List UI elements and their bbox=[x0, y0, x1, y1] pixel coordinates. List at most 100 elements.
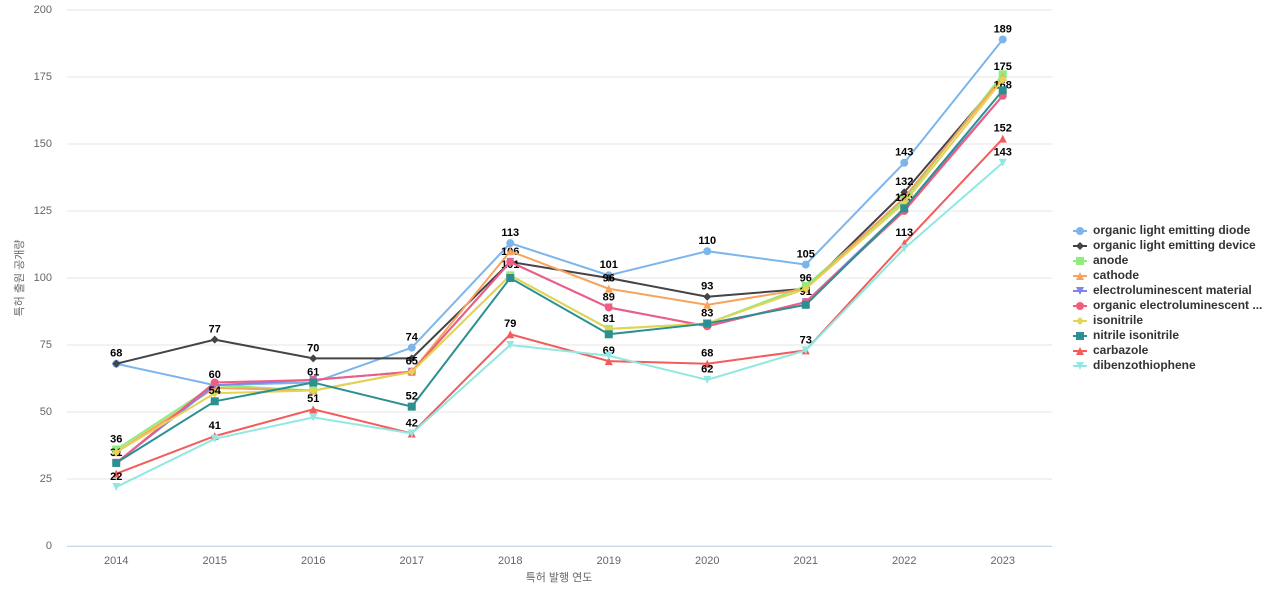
value-label: 73 bbox=[800, 334, 812, 346]
value-label: 175 bbox=[994, 61, 1012, 73]
value-label: 126 bbox=[895, 192, 913, 204]
series-line bbox=[115, 76, 1004, 454]
marker bbox=[407, 429, 416, 438]
value-label: 61 bbox=[307, 366, 319, 378]
series-line bbox=[116, 76, 1004, 365]
marker bbox=[703, 247, 712, 256]
marker bbox=[998, 158, 1007, 167]
marker bbox=[506, 239, 515, 248]
x-tick-label: 2016 bbox=[301, 555, 325, 567]
marker bbox=[112, 469, 121, 478]
marker bbox=[900, 244, 909, 253]
marker bbox=[210, 378, 219, 387]
marker bbox=[112, 359, 121, 368]
y-tick-label: 75 bbox=[40, 339, 52, 351]
value-label: 22 bbox=[110, 471, 122, 483]
value-label: 41 bbox=[209, 420, 221, 432]
marker bbox=[998, 35, 1007, 44]
y-tick-label: 200 bbox=[34, 4, 52, 16]
marker bbox=[604, 284, 613, 293]
marker bbox=[801, 346, 810, 355]
value-label: 132 bbox=[895, 176, 913, 188]
marker bbox=[1076, 362, 1084, 370]
legend-label[interactable]: organic light emitting diode bbox=[1093, 223, 1251, 237]
y-tick-label: 175 bbox=[34, 71, 52, 83]
y-tick-label: 25 bbox=[40, 473, 52, 485]
value-label: 42 bbox=[406, 417, 418, 429]
y-tick-label: 100 bbox=[34, 272, 52, 284]
series-line bbox=[115, 162, 1004, 488]
y-tick-label: 50 bbox=[40, 406, 52, 418]
marker bbox=[801, 284, 810, 293]
marker bbox=[604, 351, 613, 360]
marker bbox=[703, 359, 712, 368]
marker bbox=[407, 367, 416, 376]
x-tick-label: 2023 bbox=[991, 555, 1015, 567]
legend-label[interactable]: carbazole bbox=[1093, 343, 1149, 357]
marker bbox=[506, 341, 515, 349]
legend-label[interactable]: electroluminescent material bbox=[1093, 283, 1252, 297]
x-tick-label: 2015 bbox=[203, 555, 227, 567]
marker bbox=[309, 405, 318, 414]
marker bbox=[1076, 272, 1084, 280]
value-label: 83 bbox=[701, 307, 713, 319]
marker bbox=[407, 343, 416, 352]
marker bbox=[112, 448, 121, 457]
legend-label[interactable]: organic light emitting device bbox=[1093, 238, 1256, 252]
x-tick-label: 2021 bbox=[794, 555, 818, 567]
value-label: 74 bbox=[406, 332, 419, 344]
marker bbox=[1076, 227, 1084, 235]
legend-label[interactable]: cathode bbox=[1093, 268, 1139, 282]
marker bbox=[703, 292, 712, 301]
value-label: 70 bbox=[307, 342, 319, 354]
y-tick-label: 125 bbox=[34, 205, 52, 217]
legend-label[interactable]: anode bbox=[1093, 253, 1129, 267]
value-label: 68 bbox=[701, 348, 713, 360]
value-label: 96 bbox=[603, 273, 615, 285]
marker bbox=[210, 397, 219, 406]
legend-label[interactable]: nitrile isonitrile bbox=[1093, 328, 1179, 342]
value-label: 113 bbox=[895, 227, 913, 239]
value-label: 105 bbox=[797, 249, 815, 261]
value-label: 51 bbox=[307, 393, 319, 405]
value-label: 65 bbox=[406, 356, 418, 368]
marker bbox=[1076, 242, 1084, 250]
value-label: 143 bbox=[994, 147, 1012, 159]
marker bbox=[1076, 302, 1084, 310]
series-line bbox=[115, 89, 1004, 464]
y-tick-label: 0 bbox=[46, 540, 52, 552]
legend-label[interactable]: organic electroluminescent ... bbox=[1093, 298, 1262, 312]
legend-label[interactable]: dibenzothiophene bbox=[1093, 358, 1196, 372]
value-label: 189 bbox=[994, 23, 1012, 35]
marker bbox=[801, 260, 810, 269]
marker bbox=[506, 257, 515, 266]
marker bbox=[210, 389, 219, 398]
x-axis-title: 특허 발행 연도 bbox=[526, 571, 593, 584]
value-label: 52 bbox=[406, 391, 418, 403]
marker bbox=[998, 134, 1007, 143]
marker bbox=[1076, 317, 1084, 325]
series-line bbox=[115, 137, 1004, 475]
series-line bbox=[116, 38, 1004, 387]
value-label: 77 bbox=[209, 324, 221, 336]
marker bbox=[112, 483, 121, 492]
value-label: 81 bbox=[603, 313, 615, 325]
marker bbox=[604, 330, 613, 339]
value-label: 96 bbox=[800, 273, 812, 285]
value-label: 113 bbox=[501, 227, 519, 239]
value-label: 93 bbox=[701, 281, 713, 293]
marker bbox=[506, 247, 515, 256]
value-label: 68 bbox=[110, 348, 122, 360]
value-label: 110 bbox=[698, 235, 716, 247]
marker bbox=[407, 402, 416, 411]
marker bbox=[407, 354, 416, 363]
value-label: 143 bbox=[895, 147, 913, 159]
value-label: 101 bbox=[600, 259, 618, 271]
marker bbox=[506, 330, 515, 339]
marker bbox=[900, 158, 909, 167]
marker bbox=[210, 434, 219, 443]
value-label: 152 bbox=[994, 123, 1012, 135]
legend-label[interactable]: isonitrile bbox=[1093, 313, 1143, 327]
marker bbox=[309, 413, 318, 422]
